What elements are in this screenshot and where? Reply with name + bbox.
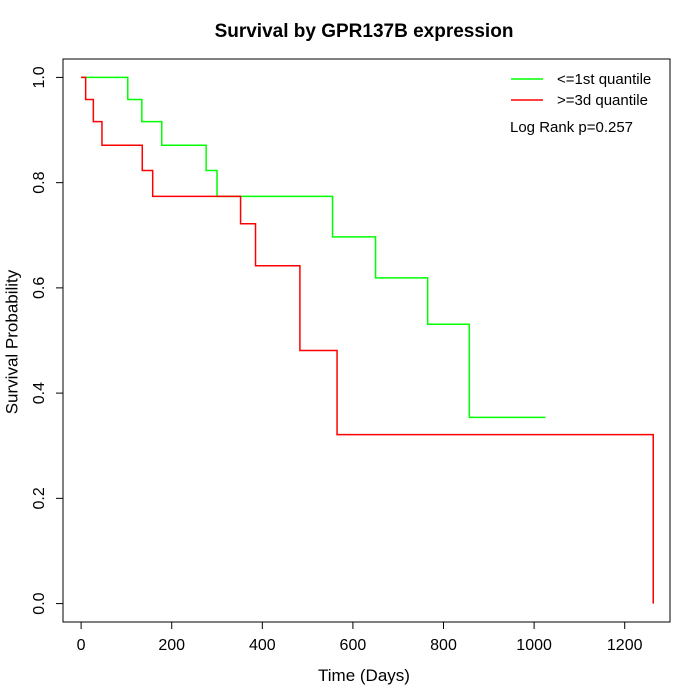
legend-label-high: >=3d quantile [557,92,648,109]
y-tick-label: 0.0 [31,592,48,614]
x-axis: 0 200 400 600 800 1000 1200 [77,621,643,654]
legend-label-low: <=1st quantile [557,71,651,88]
log-rank-annotation: Log Rank p=0.257 [510,119,633,136]
y-tick-label: 0.4 [31,382,48,404]
y-tick-label: 0.2 [31,487,48,509]
x-tick-label: 400 [249,637,276,654]
survival-curve-low [81,76,546,419]
legend: <=1st quantile >=3d quantile [511,71,651,109]
y-tick-label: 1.0 [31,66,48,88]
x-tick-label: 200 [158,637,185,654]
chart-title: Survival by GPR137B expression [215,21,514,42]
x-tick-label: 1000 [516,637,552,654]
x-tick-label: 600 [340,637,367,654]
x-axis-label: Time (Days) [318,666,410,685]
y-tick-label: 0.8 [31,171,48,193]
y-axis-label: Survival Probability [2,269,21,414]
x-tick-label: 1200 [607,637,643,654]
x-tick-label: 800 [430,637,457,654]
series-lines [81,76,654,604]
y-tick-label: 0.6 [31,277,48,299]
x-tick-label: 0 [77,637,86,654]
plot-frame [62,58,671,623]
y-axis: 0.0 0.2 0.4 0.6 0.8 1.0 [31,66,64,615]
survival-curve-high [81,76,654,604]
